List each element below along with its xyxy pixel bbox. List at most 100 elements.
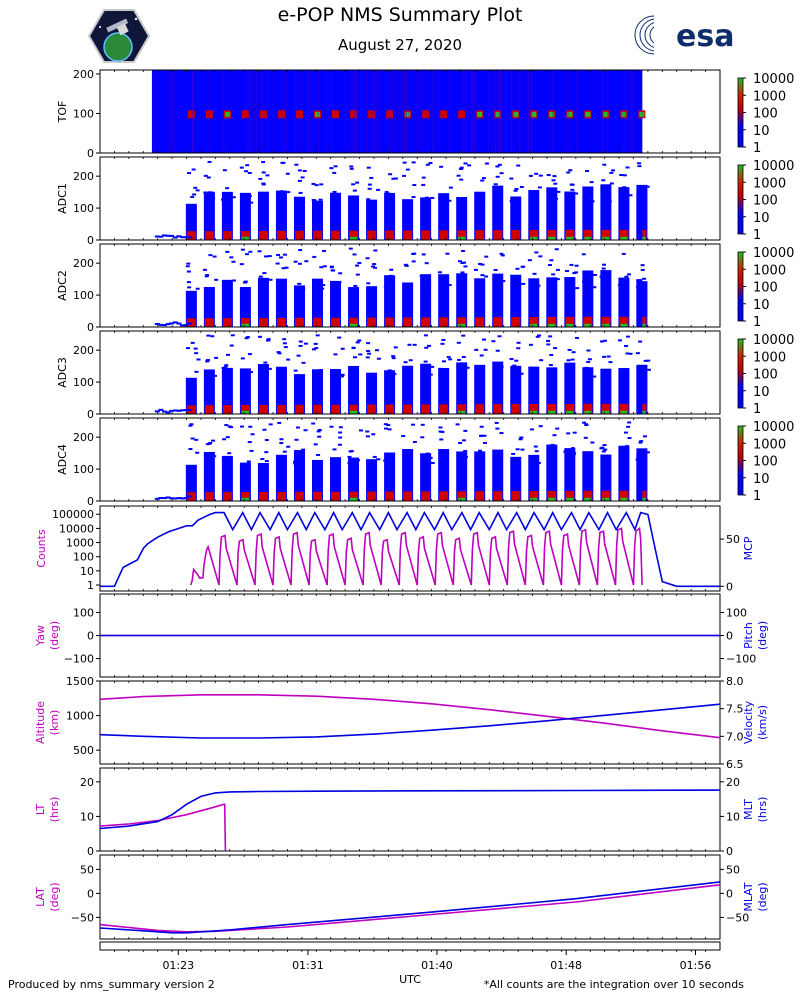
counts-y-tick-label: 100 — [73, 551, 94, 564]
adc-sparse-count — [349, 450, 354, 453]
adc-sparse-count — [186, 270, 191, 273]
adc-sparse-count — [419, 274, 424, 277]
adc-sparse-count — [205, 360, 210, 363]
adc-sparse-count — [322, 265, 327, 268]
adc-sparse-count — [566, 359, 571, 362]
panel-9-right-unit: (deg) — [756, 882, 769, 911]
adc-peak-column — [528, 366, 540, 414]
adc-sparse-count — [391, 177, 396, 180]
adc-sparse-count — [221, 367, 226, 370]
adc-sparse-count — [331, 269, 336, 272]
adc-sparse-count — [430, 365, 435, 368]
adc-sparse-count — [479, 354, 484, 357]
panel-9-right-tick-label: −50 — [726, 911, 749, 924]
adc-sparse-count — [554, 248, 559, 251]
adc-sparse-count — [372, 263, 377, 266]
adc-peak-core — [565, 403, 575, 414]
adc-sparse-count — [352, 253, 357, 256]
adc-sparse-count — [282, 450, 287, 453]
adc-sparse-count — [228, 193, 233, 196]
colorbar-tick-label: 10000 — [753, 333, 794, 348]
adc-sparse-count — [624, 445, 629, 448]
adc-peak-core — [367, 230, 377, 240]
adc-peak-column — [402, 282, 414, 327]
adc-sparse-count — [338, 431, 343, 434]
adc-peak-core — [457, 317, 467, 327]
adc-peak-core — [511, 230, 521, 240]
adc-sparse-count — [570, 358, 575, 361]
adc-peak-column — [203, 451, 215, 501]
tof-noise-stripe — [473, 70, 475, 153]
adc-sparse-count — [194, 352, 199, 355]
adc-sparse-count — [547, 264, 552, 267]
adc-sparse-count — [245, 164, 250, 167]
adc-sparse-count — [338, 436, 343, 439]
adc-sparse-count — [222, 169, 227, 172]
adc-sparse-count — [420, 423, 425, 426]
adc-sparse-count — [587, 459, 592, 462]
tof-noise-stripe — [353, 70, 355, 153]
adc-sparse-count — [212, 374, 217, 377]
adc-low-count — [169, 409, 175, 412]
adc-sparse-count — [635, 352, 640, 355]
adc-sparse-count — [515, 448, 520, 451]
tof-background — [151, 70, 643, 153]
adc-sparse-count — [224, 364, 229, 367]
counts-y-tick-label: 10000 — [59, 522, 94, 535]
adc-sparse-count — [553, 347, 558, 350]
adc-sparse-count — [438, 426, 443, 429]
adc-sparse-count — [247, 353, 252, 356]
panel-8-left-tick-label: 10 — [80, 810, 94, 823]
adc-sparse-count — [278, 256, 283, 259]
colorbar-tick-label: 1000 — [753, 350, 786, 365]
adc-peak-green — [530, 410, 538, 414]
adc-low-count — [180, 236, 186, 239]
adc-peak-core — [258, 230, 268, 240]
adc-sparse-count — [639, 440, 644, 443]
adc-peak-column — [185, 464, 197, 501]
adc-last-column — [636, 192, 643, 240]
tof-noise-stripe — [273, 70, 275, 153]
tof-noise-stripe — [387, 70, 389, 153]
adc-sparse-count — [574, 264, 579, 267]
adc-sparse-count — [426, 285, 431, 288]
adc-peak-column — [293, 450, 305, 501]
mcp-line — [100, 510, 720, 588]
adc-sparse-count — [442, 281, 447, 284]
adc-sparse-count — [441, 338, 446, 341]
adc-sparse-count — [601, 267, 606, 270]
adc-sparse-count — [548, 335, 553, 338]
adc-sparse-count — [628, 194, 633, 197]
adc-sparse-count — [210, 335, 215, 338]
panel-7-right-tick-label: 6.5 — [726, 758, 744, 771]
tof-noise-stripe — [624, 70, 626, 153]
adc-sparse-count — [196, 358, 201, 361]
tof-noise-stripe — [398, 70, 400, 153]
adc-sparse-count — [260, 458, 265, 461]
colorbar-tick-label: 1000 — [753, 263, 786, 278]
adc-sparse-count — [518, 438, 523, 441]
tof-noise-stripe — [528, 70, 530, 153]
tof-noise-stripe — [552, 70, 554, 153]
adc-sparse-count — [512, 459, 517, 462]
colorbar-tick-label: 10000 — [753, 159, 794, 174]
adc-sparse-count — [266, 338, 271, 341]
adc-sparse-count — [640, 264, 645, 267]
adc-sparse-count — [387, 281, 392, 284]
panel-9-left-tick-label: 50 — [80, 863, 94, 876]
series-lt — [99, 803, 227, 852]
adc-sparse-count — [584, 366, 589, 369]
tof-peak-core — [531, 111, 537, 117]
adc-sparse-count — [351, 346, 356, 349]
mcp-y-tick-label: 50 — [726, 533, 740, 546]
adc-low-count — [169, 234, 175, 237]
adc-peak-core — [421, 491, 431, 501]
adc-sparse-count — [497, 335, 502, 338]
adc-peak-core — [439, 404, 449, 414]
adc-sparse-count — [263, 361, 268, 364]
adc-peak-column — [312, 459, 323, 501]
adc-sparse-count — [602, 263, 607, 266]
adc-sparse-count — [426, 344, 431, 347]
adc-sparse-count — [463, 265, 468, 268]
adc-sparse-count — [206, 176, 211, 179]
